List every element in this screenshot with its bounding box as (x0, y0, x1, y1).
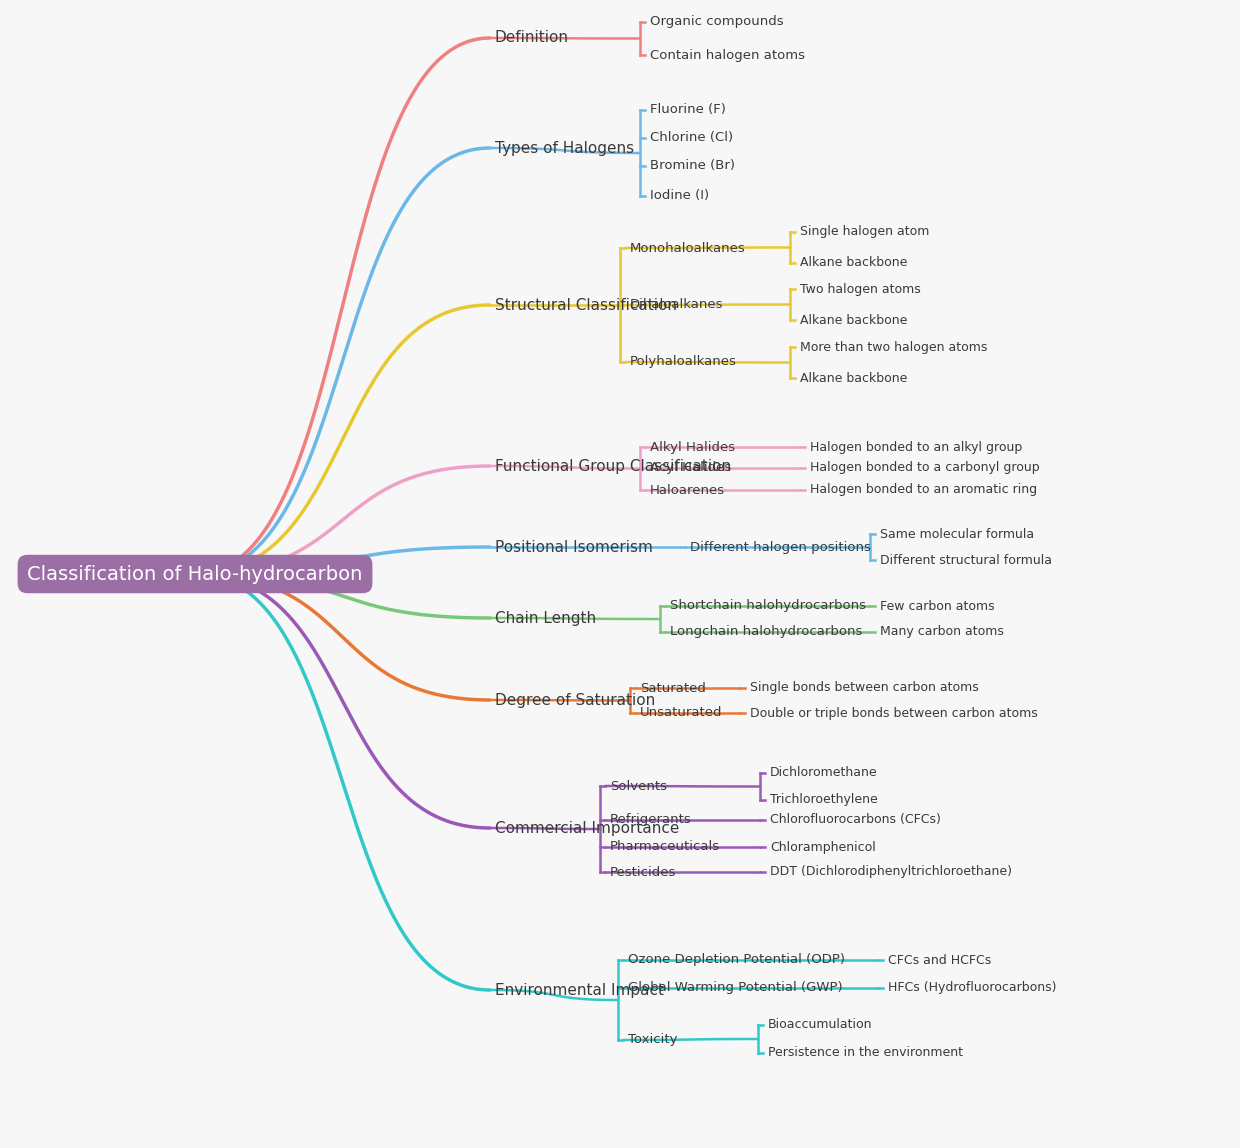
Text: Halogen bonded to an alkyl group: Halogen bonded to an alkyl group (810, 441, 1022, 453)
Text: Saturated: Saturated (640, 682, 706, 695)
Text: Acyl Halides: Acyl Halides (650, 461, 732, 474)
Text: Double or triple bonds between carbon atoms: Double or triple bonds between carbon at… (750, 706, 1038, 720)
Text: Global Warming Potential (GWP): Global Warming Potential (GWP) (627, 982, 843, 994)
Text: Alkyl Halides: Alkyl Halides (650, 441, 735, 453)
Text: Halogen bonded to a carbonyl group: Halogen bonded to a carbonyl group (810, 461, 1039, 474)
Text: Refrigerants: Refrigerants (610, 814, 692, 827)
Text: Unsaturated: Unsaturated (640, 706, 723, 720)
Text: Trichloroethylene: Trichloroethylene (770, 793, 878, 807)
Text: Dihaloalkanes: Dihaloalkanes (630, 298, 723, 311)
Text: Fluorine (F): Fluorine (F) (650, 103, 725, 116)
Text: Single bonds between carbon atoms: Single bonds between carbon atoms (750, 682, 978, 695)
Text: Dichloromethane: Dichloromethane (770, 767, 878, 779)
Text: Shortchain halohydrocarbons: Shortchain halohydrocarbons (670, 599, 866, 613)
Text: Persistence in the environment: Persistence in the environment (768, 1047, 963, 1060)
Text: Environmental Impact: Environmental Impact (495, 983, 663, 998)
Text: Alkane backbone: Alkane backbone (800, 256, 908, 270)
Text: Organic compounds: Organic compounds (650, 16, 784, 29)
Text: Degree of Saturation: Degree of Saturation (495, 692, 655, 707)
Text: Functional Group Classification: Functional Group Classification (495, 458, 732, 473)
Text: Two halogen atoms: Two halogen atoms (800, 282, 921, 295)
Text: Bromine (Br): Bromine (Br) (650, 160, 735, 172)
Text: Longchain halohydrocarbons: Longchain halohydrocarbons (670, 626, 862, 638)
Text: Haloarenes: Haloarenes (650, 483, 725, 496)
Text: Contain halogen atoms: Contain halogen atoms (650, 48, 805, 62)
Text: Pharmaceuticals: Pharmaceuticals (610, 840, 720, 853)
Text: Commercial Importance: Commercial Importance (495, 821, 680, 836)
Text: Pesticides: Pesticides (610, 866, 676, 878)
Text: Toxicity: Toxicity (627, 1033, 677, 1047)
Text: DDT (Dichlorodiphenyltrichloroethane): DDT (Dichlorodiphenyltrichloroethane) (770, 866, 1012, 878)
Text: Polyhaloalkanes: Polyhaloalkanes (630, 356, 737, 369)
Text: Chlorofluorocarbons (CFCs): Chlorofluorocarbons (CFCs) (770, 814, 941, 827)
Text: Iodine (I): Iodine (I) (650, 189, 709, 202)
Text: Ozone Depletion Potential (ODP): Ozone Depletion Potential (ODP) (627, 954, 844, 967)
Text: Types of Halogens: Types of Halogens (495, 140, 634, 155)
Text: More than two halogen atoms: More than two halogen atoms (800, 341, 987, 354)
Text: Alkane backbone: Alkane backbone (800, 372, 908, 385)
Text: Halogen bonded to an aromatic ring: Halogen bonded to an aromatic ring (810, 483, 1037, 496)
Text: Classification of Halo-hydrocarbon: Classification of Halo-hydrocarbon (27, 565, 362, 583)
Text: Single halogen atom: Single halogen atom (800, 225, 929, 239)
Text: Different structural formula: Different structural formula (880, 553, 1052, 566)
Text: Different halogen positions: Different halogen positions (689, 541, 870, 553)
Text: Positional Isomerism: Positional Isomerism (495, 540, 653, 554)
Text: Few carbon atoms: Few carbon atoms (880, 599, 994, 613)
Text: CFCs and HCFCs: CFCs and HCFCs (888, 954, 991, 967)
Text: Same molecular formula: Same molecular formula (880, 527, 1034, 541)
Text: Many carbon atoms: Many carbon atoms (880, 626, 1004, 638)
Text: Alkane backbone: Alkane backbone (800, 313, 908, 326)
Text: Chloramphenicol: Chloramphenicol (770, 840, 875, 853)
Text: Solvents: Solvents (610, 779, 667, 792)
Text: Chlorine (Cl): Chlorine (Cl) (650, 132, 733, 145)
Text: Chain Length: Chain Length (495, 611, 596, 626)
Text: HFCs (Hydrofluorocarbons): HFCs (Hydrofluorocarbons) (888, 982, 1056, 994)
Text: Structural Classification: Structural Classification (495, 297, 677, 312)
Text: Bioaccumulation: Bioaccumulation (768, 1018, 873, 1032)
Text: Monohaloalkanes: Monohaloalkanes (630, 241, 745, 255)
Text: Definition: Definition (495, 31, 569, 46)
